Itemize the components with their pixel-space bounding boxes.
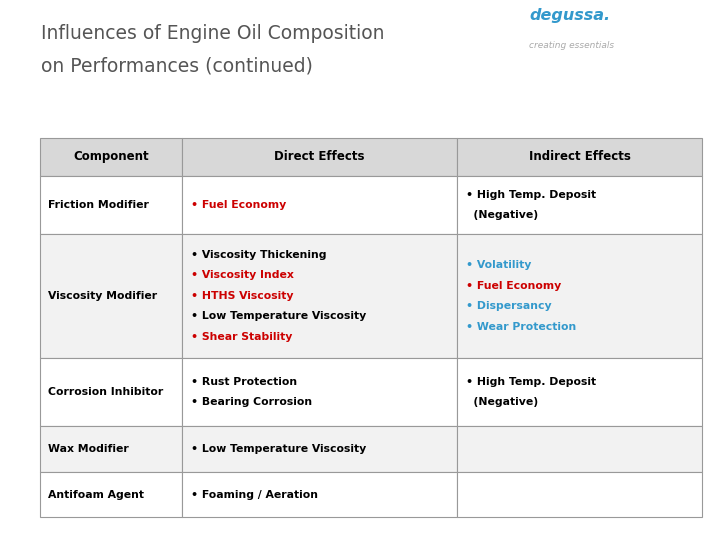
Bar <box>40 358 182 426</box>
Text: (Negative): (Negative) <box>466 210 538 220</box>
Text: Influences of Engine Oil Composition: Influences of Engine Oil Composition <box>41 24 384 43</box>
Text: • Rust Protection: • Rust Protection <box>191 377 297 387</box>
Bar <box>457 138 702 176</box>
Bar <box>457 472 702 517</box>
Text: Wax Modifier: Wax Modifier <box>48 444 129 454</box>
Text: Indirect Effects: Indirect Effects <box>528 150 631 163</box>
Bar <box>40 472 182 517</box>
Text: • Dispersancy: • Dispersancy <box>466 301 552 311</box>
Text: degussa.: degussa. <box>529 8 611 23</box>
Text: • Wear Protection: • Wear Protection <box>466 322 576 332</box>
Bar <box>457 234 702 358</box>
Text: creating essentials: creating essentials <box>529 40 614 50</box>
Bar <box>40 138 182 176</box>
Text: • Shear Stability: • Shear Stability <box>191 332 292 342</box>
Text: • High Temp. Deposit: • High Temp. Deposit <box>466 377 595 387</box>
Bar <box>457 358 702 426</box>
Bar <box>40 176 182 234</box>
Text: • Fuel Economy: • Fuel Economy <box>466 281 561 291</box>
Text: Component: Component <box>73 150 148 163</box>
Text: • Low Temperature Viscosity: • Low Temperature Viscosity <box>191 444 366 454</box>
Text: Viscosity Modifier: Viscosity Modifier <box>48 291 158 301</box>
Bar <box>457 176 702 234</box>
Bar <box>182 138 457 176</box>
Bar <box>182 176 457 234</box>
Text: • Low Temperature Viscosity: • Low Temperature Viscosity <box>191 312 366 321</box>
Bar <box>182 358 457 426</box>
Text: • Foaming / Aeration: • Foaming / Aeration <box>191 490 318 500</box>
Text: Friction Modifier: Friction Modifier <box>48 200 149 210</box>
Text: Direct Effects: Direct Effects <box>274 150 365 163</box>
Bar <box>40 234 182 358</box>
Text: • High Temp. Deposit: • High Temp. Deposit <box>466 190 595 199</box>
Text: Corrosion Inhibitor: Corrosion Inhibitor <box>48 387 163 397</box>
Text: • Bearing Corrosion: • Bearing Corrosion <box>191 397 312 407</box>
Text: (Negative): (Negative) <box>466 397 538 407</box>
Bar <box>182 426 457 472</box>
Text: • Fuel Economy: • Fuel Economy <box>191 200 286 210</box>
Text: Antifoam Agent: Antifoam Agent <box>48 490 144 500</box>
Text: • Viscosity Index: • Viscosity Index <box>191 271 294 280</box>
Bar <box>182 472 457 517</box>
Bar <box>457 426 702 472</box>
Text: • HTHS Viscosity: • HTHS Viscosity <box>191 291 293 301</box>
Text: • Volatility: • Volatility <box>466 260 531 270</box>
Bar <box>40 426 182 472</box>
Text: on Performances (continued): on Performances (continued) <box>41 57 313 76</box>
Text: • Viscosity Thickening: • Viscosity Thickening <box>191 250 326 260</box>
Bar <box>182 234 457 358</box>
